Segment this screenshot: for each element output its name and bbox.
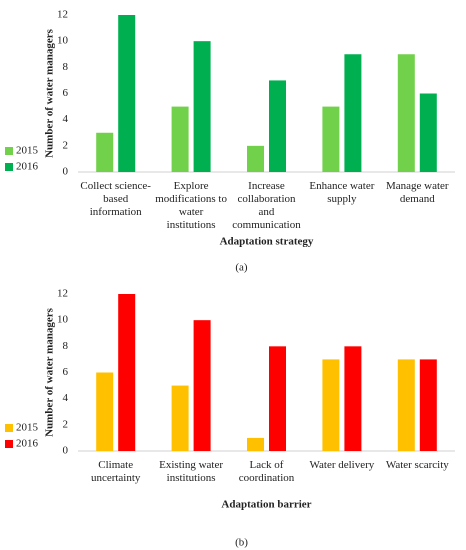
bar xyxy=(118,294,136,451)
y-tick-label: 2 xyxy=(63,139,69,151)
x-tick-label: Existing water institutions xyxy=(159,459,224,484)
x-tick-label: Enhance water supply xyxy=(309,180,375,205)
bar xyxy=(193,320,211,451)
x-tick-label: Lack of coordination xyxy=(238,459,295,484)
y-tick-label: 6 xyxy=(63,366,69,378)
y-tick-label: 12 xyxy=(57,9,68,21)
x-axis-title: Adaptation strategy xyxy=(220,236,314,248)
bar xyxy=(344,54,362,172)
bar xyxy=(322,106,340,172)
caption: (a) xyxy=(235,262,248,274)
legend-label: 2016 xyxy=(16,161,39,173)
bar xyxy=(344,346,362,451)
legend-swatch xyxy=(5,147,13,155)
x-tick-label: Water delivery xyxy=(309,459,375,471)
bar xyxy=(247,145,264,172)
bar xyxy=(397,54,415,172)
y-tick-label: 4 xyxy=(63,392,69,404)
y-tick-label: 0 xyxy=(63,166,69,178)
bar xyxy=(322,359,340,451)
bar xyxy=(269,346,286,451)
x-tick-label: Increase collaboration and communication xyxy=(232,180,301,231)
y-tick-label: 2 xyxy=(63,418,69,430)
x-axis-title: Adaptation barrier xyxy=(221,499,311,511)
y-axis-title: Number of water managers xyxy=(44,307,56,437)
bar xyxy=(269,80,286,172)
bar xyxy=(419,93,437,172)
x-tick-label: Explore modifications to water instituti… xyxy=(155,180,227,231)
y-tick-label: 8 xyxy=(63,61,69,73)
bar xyxy=(171,385,189,451)
bar xyxy=(397,359,415,451)
x-tick-label: Manage water demand xyxy=(385,180,449,205)
y-tick-label: 8 xyxy=(63,340,69,352)
y-tick-label: 10 xyxy=(57,35,69,47)
caption: (b) xyxy=(235,537,248,549)
legend-label: 2015 xyxy=(16,422,39,434)
legend-label: 2015 xyxy=(16,145,39,157)
legend-swatch xyxy=(5,440,13,448)
bar xyxy=(96,132,114,172)
x-tick-label: Water scarcity xyxy=(385,459,449,471)
legend-swatch xyxy=(5,163,13,171)
y-tick-label: 6 xyxy=(63,87,69,99)
legend-label: 2016 xyxy=(16,438,39,450)
bar xyxy=(193,41,211,172)
bar xyxy=(419,359,437,451)
bar xyxy=(96,372,114,451)
legend-swatch xyxy=(5,424,13,432)
y-axis-title: Number of water managers xyxy=(44,28,56,158)
bar xyxy=(118,15,136,172)
x-tick-label: Climate uncertainty xyxy=(90,459,141,484)
bar xyxy=(171,106,189,172)
y-tick-label: 0 xyxy=(63,445,69,457)
y-tick-label: 4 xyxy=(63,113,69,125)
bar xyxy=(247,437,264,451)
y-tick-label: 12 xyxy=(57,288,68,300)
x-tick-label: Collect science-based information xyxy=(80,180,151,218)
y-tick-label: 10 xyxy=(57,314,69,326)
